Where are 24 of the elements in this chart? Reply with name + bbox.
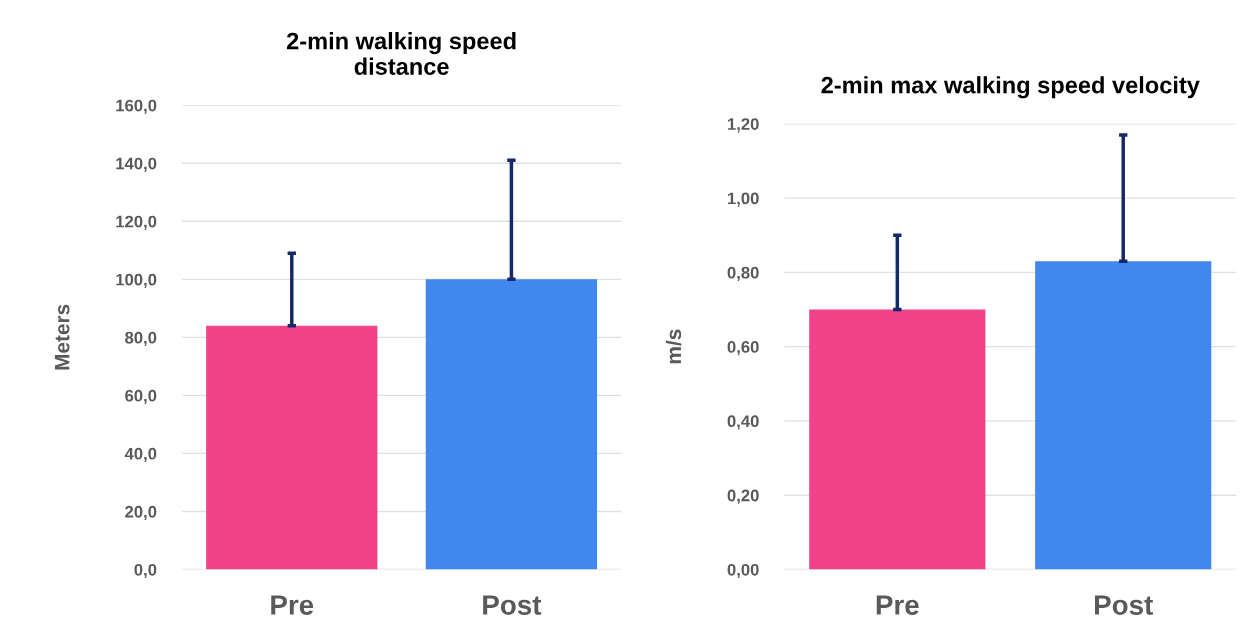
y-tick-label: 0,0 xyxy=(134,563,157,579)
x-tick-label: Post xyxy=(483,595,542,615)
y-tick-label: 0,80 xyxy=(727,266,759,281)
chart-title: 2-min walking speed distance xyxy=(286,32,516,75)
x-tick-label: Post xyxy=(1094,595,1153,615)
y-tick-label: 1,20 xyxy=(727,118,759,133)
y-tick-label: 0,60 xyxy=(727,341,759,356)
y-tick-label: 100,0 xyxy=(116,273,157,288)
y-tick-label: 0,40 xyxy=(727,415,759,430)
y-tick-label: 80,0 xyxy=(125,331,157,346)
y-tick-label: 60,0 xyxy=(125,389,157,405)
x-tick-label: Pre xyxy=(876,595,919,615)
y-axis-title: m/s xyxy=(665,329,682,364)
chart-title: 2-min max walking speed velocity xyxy=(821,76,1200,99)
y-tick-label: 140,0 xyxy=(116,157,157,172)
y-tick-label: 20,0 xyxy=(125,505,157,521)
y-tick-label: 0,20 xyxy=(727,489,759,504)
y-tick-label: 1,00 xyxy=(727,192,759,207)
y-tick-label: 160,0 xyxy=(116,99,157,114)
y-tick-label: 0,00 xyxy=(727,563,759,579)
y-tick-label: 120,0 xyxy=(116,215,157,230)
y-axis-title: Meters xyxy=(54,304,70,370)
y-tick-label: 40,0 xyxy=(124,447,157,463)
x-tick-label: Pre xyxy=(271,595,314,615)
